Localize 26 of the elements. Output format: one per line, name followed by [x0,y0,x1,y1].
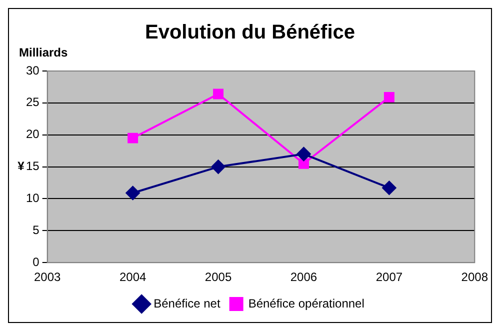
point [128,132,138,144]
point [213,88,224,100]
chart-title: Evolution du Bénéfice [144,22,356,44]
y-tick-label: 20 [26,127,40,142]
x-tick-label: 2004 [119,270,146,284]
y-tick-label: 5 [32,222,40,237]
point [211,160,226,174]
text: Milliards [19,45,68,60]
y-axis-title: ¥ [18,159,25,174]
y-tick-label: 25 [26,95,40,110]
x-tick-label: 2003 [34,270,62,284]
legend-label: Bénéfice opérationnel [248,296,364,310]
point [126,186,140,200]
point [296,147,311,162]
point [298,158,309,169]
x-tick-label: 2005 [204,270,232,284]
x-tick-label: 2007 [376,270,403,284]
y-tick-label: 0 [32,254,40,269]
x-tick-label: 2006 [290,270,318,284]
point [384,92,394,102]
point [382,180,396,195]
x-tick-label: 2008 [461,270,488,284]
legend-label: Bénéfice net [154,296,221,310]
y-tick-label: 30 [26,63,40,78]
y-tick-label: 10 [26,191,40,206]
y-tick-label: 15 [26,159,40,174]
